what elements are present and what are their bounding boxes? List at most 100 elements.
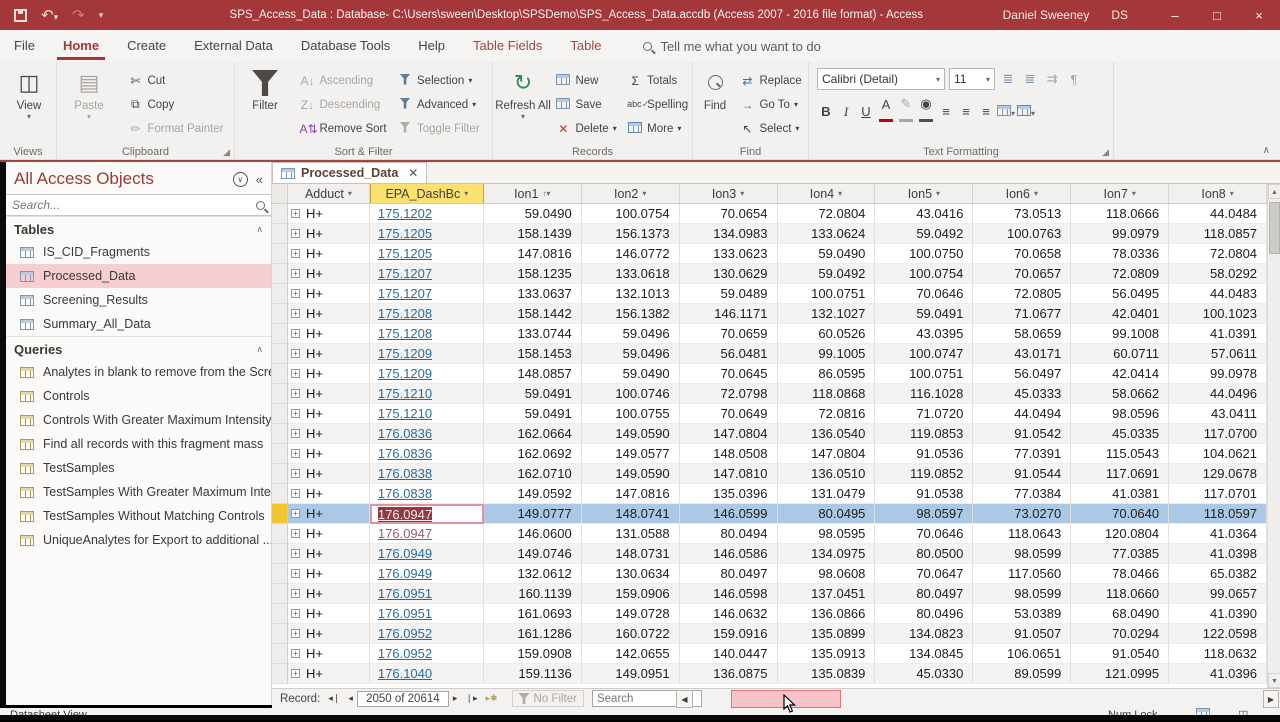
cell-ion1[interactable]: 59.0491 — [483, 384, 582, 404]
epa-link[interactable]: 175.1210 — [377, 386, 433, 401]
cell-ion4[interactable]: 131.0479 — [777, 484, 876, 504]
cell-ion4[interactable]: 135.0839 — [777, 664, 876, 684]
expand-row-icon[interactable]: + — [290, 529, 300, 538]
expand-row-icon[interactable]: + — [290, 649, 300, 658]
cell-ion1[interactable]: 158.1235 — [483, 264, 582, 284]
cell-ion2[interactable]: 59.0490 — [581, 364, 680, 384]
expand-row-icon[interactable]: + — [290, 249, 300, 258]
column-dropdown-icon[interactable]: ▾ — [1033, 189, 1038, 198]
cell-ion6[interactable]: 100.0763 — [973, 224, 1072, 244]
fill-color-button[interactable]: ◉ — [917, 96, 935, 127]
column-header-ion8[interactable]: Ion8 ▾ — [1169, 184, 1267, 203]
nav-item-query[interactable]: TestSamples — [6, 456, 271, 480]
cell-ion6[interactable]: 45.0333 — [973, 384, 1072, 404]
cell-ion4[interactable]: 72.0804 — [777, 204, 876, 224]
cell-ion7[interactable]: 41.0381 — [1071, 484, 1170, 504]
cell-ion7[interactable]: 70.0640 — [1071, 504, 1170, 524]
row-selector[interactable] — [272, 464, 288, 484]
cell-ion5[interactable]: 43.0395 — [875, 324, 974, 344]
nav-item-query[interactable]: TestSamples With Greater Maximum Inte... — [6, 480, 271, 504]
cell-epa-dashbc[interactable]: 175.1207 — [369, 264, 484, 284]
cell-epa-dashbc[interactable]: 176.1040 — [369, 664, 484, 684]
cell-ion3[interactable]: 80.0494 — [679, 524, 778, 544]
ribbon-tab-table[interactable]: Table — [570, 38, 602, 53]
cell-ion5[interactable]: 43.0416 — [875, 204, 974, 224]
cell-ion1[interactable]: 148.0857 — [483, 364, 582, 384]
cell-adduct[interactable]: + H+ — [287, 404, 370, 424]
last-record-button[interactable]: ❘▸ — [465, 693, 478, 703]
cell-adduct[interactable]: + H+ — [287, 364, 370, 384]
user-name[interactable]: Daniel Sweeney — [1002, 8, 1090, 22]
numbering-icon[interactable]: ≣ — [1024, 71, 1036, 86]
cell-ion7[interactable]: 78.0466 — [1071, 564, 1170, 584]
cell-ion5[interactable]: 80.0500 — [875, 544, 974, 564]
row-selector[interactable] — [272, 504, 288, 524]
cell-ion4[interactable]: 136.0540 — [777, 424, 876, 444]
cell-ion4[interactable]: 99.1005 — [777, 344, 876, 364]
row-selector[interactable] — [272, 224, 288, 244]
save-record-button[interactable]: Save — [555, 94, 616, 115]
cell-adduct[interactable]: + H+ — [287, 624, 370, 644]
cell-epa-dashbc[interactable]: 175.1208 — [369, 304, 484, 324]
cell-ion7[interactable]: 72.0809 — [1071, 264, 1170, 284]
cell-ion8[interactable]: 72.0804 — [1169, 244, 1267, 264]
cell-ion3[interactable]: 130.0629 — [679, 264, 778, 284]
epa-link[interactable]: 175.1208 — [377, 326, 433, 341]
cell-ion5[interactable]: 100.0754 — [875, 264, 974, 284]
cell-ion4[interactable]: 135.0899 — [777, 624, 876, 644]
cell-ion6[interactable]: 89.0599 — [973, 664, 1072, 684]
close-button[interactable]: × — [1255, 7, 1263, 23]
cell-epa-dashbc[interactable]: 175.1207 — [369, 284, 484, 304]
expand-row-icon[interactable]: + — [290, 349, 300, 358]
row-selector[interactable] — [272, 484, 288, 504]
expand-row-icon[interactable]: + — [290, 289, 300, 298]
epa-link[interactable]: 175.1209 — [377, 366, 433, 381]
expand-row-icon[interactable]: + — [290, 589, 300, 598]
cell-ion5[interactable]: 80.0496 — [875, 604, 974, 624]
cell-ion2[interactable]: 146.0772 — [581, 244, 680, 264]
epa-link[interactable]: 175.1208 — [377, 306, 433, 321]
cell-adduct[interactable]: + H+ — [287, 244, 370, 264]
expand-row-icon[interactable]: + — [290, 209, 300, 218]
cell-ion6[interactable]: 73.0513 — [973, 204, 1072, 224]
cell-ion8[interactable]: 118.0597 — [1169, 504, 1267, 524]
cell-ion8[interactable]: 58.0292 — [1169, 264, 1267, 284]
cell-ion3[interactable]: 70.0649 — [679, 404, 778, 424]
scroll-down-icon[interactable]: ▼ — [1268, 673, 1280, 688]
cell-ion8[interactable]: 44.0484 — [1169, 204, 1267, 224]
cell-adduct[interactable]: + H+ — [287, 464, 370, 484]
row-selector[interactable] — [272, 244, 288, 264]
cell-ion7[interactable]: 58.0662 — [1071, 384, 1170, 404]
cell-adduct[interactable]: + H+ — [287, 324, 370, 344]
cell-ion4[interactable]: 72.0816 — [777, 404, 876, 424]
cell-ion3[interactable]: 135.0396 — [679, 484, 778, 504]
cell-ion8[interactable]: 44.0483 — [1169, 284, 1267, 304]
document-tab-processed-data[interactable]: Processed_Data ✕ — [272, 162, 428, 183]
cell-ion3[interactable]: 159.0916 — [679, 624, 778, 644]
cell-adduct[interactable]: + H+ — [287, 484, 370, 504]
cell-ion6[interactable]: 53.0389 — [973, 604, 1072, 624]
cell-ion3[interactable]: 133.0623 — [679, 244, 778, 264]
cell-ion6[interactable]: 72.0805 — [973, 284, 1072, 304]
cell-ion8[interactable]: 100.1023 — [1169, 304, 1267, 324]
column-dropdown-icon[interactable]: ▾ — [347, 189, 352, 198]
expand-row-icon[interactable]: + — [290, 469, 300, 478]
undo-icon[interactable]: ↶▾ — [41, 7, 59, 24]
cell-ion1[interactable]: 149.0746 — [483, 544, 582, 564]
italic-button[interactable]: I — [843, 103, 849, 119]
cell-ion2[interactable]: 132.1013 — [581, 284, 680, 304]
nav-section-header-tables[interactable]: Tables ∧ — [6, 216, 271, 240]
column-dropdown-icon[interactable]: ▾ — [1131, 189, 1136, 198]
cell-ion2[interactable]: 156.1382 — [581, 304, 680, 324]
ribbon-tab-table-fields[interactable]: Table Fields — [473, 38, 543, 53]
cell-ion1[interactable]: 149.0777 — [483, 504, 582, 524]
no-filter-button[interactable]: No Filter — [511, 690, 584, 707]
column-header-epa_dashbc[interactable]: EPA_DashBc ▾ — [369, 184, 484, 203]
nav-item-table[interactable]: Summary_All_Data — [6, 312, 271, 336]
cell-ion8[interactable]: 122.0598 — [1169, 624, 1267, 644]
select-all-corner[interactable] — [272, 184, 288, 203]
epa-link[interactable]: 176.0836 — [377, 446, 433, 461]
cell-ion5[interactable]: 59.0491 — [875, 304, 974, 324]
cell-ion7[interactable]: 118.0666 — [1071, 204, 1170, 224]
cell-ion8[interactable]: 118.0632 — [1169, 644, 1267, 664]
